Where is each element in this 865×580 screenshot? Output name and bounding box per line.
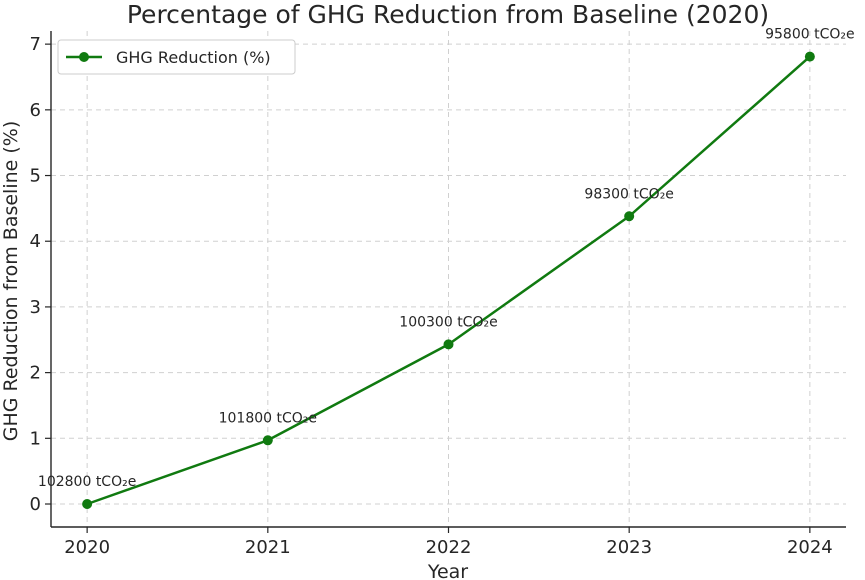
x-tick-label: 2023 xyxy=(606,537,652,558)
legend-marker-sample xyxy=(79,52,89,62)
legend: GHG Reduction (%) xyxy=(57,39,296,75)
data-label: 98300 tCO₂e xyxy=(584,186,674,202)
x-tick-label: 2020 xyxy=(64,537,110,558)
series xyxy=(82,51,815,510)
x-axis-label: Year xyxy=(427,561,468,580)
y-tick-label: 5 xyxy=(30,166,41,187)
x-tick-label: 2021 xyxy=(245,537,291,558)
data-point xyxy=(804,51,815,62)
x-tick-label: 2022 xyxy=(426,537,472,558)
data-label: 100300 tCO₂e xyxy=(399,314,497,330)
ticks: 2020 2021 2022 2023 2024 0 1 2 3 4 5 6 7 xyxy=(30,34,833,558)
data-label: 101800 tCO₂e xyxy=(219,410,317,426)
chart-title: Percentage of GHG Reduction from Baselin… xyxy=(127,0,769,29)
y-tick-label: 6 xyxy=(30,100,41,121)
y-tick-label: 4 xyxy=(30,231,41,252)
y-tick-label: 3 xyxy=(30,297,41,318)
data-label: 102800 tCO₂e xyxy=(38,474,136,490)
y-tick-label: 7 xyxy=(30,34,41,55)
data-point xyxy=(262,435,273,446)
legend-frame xyxy=(57,39,296,75)
data-point xyxy=(443,339,454,350)
data-point xyxy=(624,211,635,222)
annotations: 102800 tCO₂e 101800 tCO₂e 100300 tCO₂e 9830… xyxy=(38,27,855,490)
data-label: 95800 tCO₂e xyxy=(765,27,855,43)
x-tick-label: 2024 xyxy=(787,537,833,558)
y-tick-label: 2 xyxy=(30,363,41,384)
y-tick-label: 1 xyxy=(30,428,41,449)
legend-label: GHG Reduction (%) xyxy=(116,48,271,67)
y-tick-label: 0 xyxy=(30,494,41,515)
data-point xyxy=(82,499,93,510)
y-axis-label: GHG Reduction from Baseline (%) xyxy=(0,121,22,442)
grid xyxy=(51,31,846,527)
